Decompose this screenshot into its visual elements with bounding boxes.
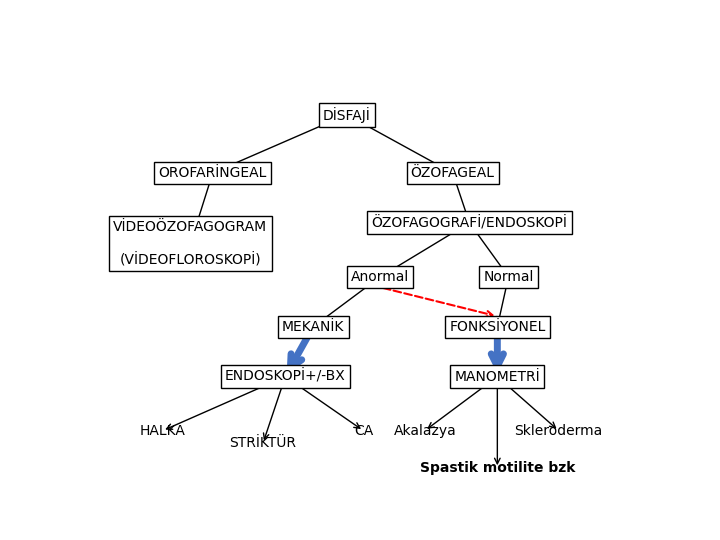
Text: ÖZOFAGOGRAFİ/ENDOSKOPİ: ÖZOFAGOGRAFİ/ENDOSKOPİ [372, 215, 567, 230]
Text: HALKA: HALKA [140, 424, 186, 438]
Text: CA: CA [354, 424, 373, 438]
Text: Anormal: Anormal [351, 270, 409, 284]
Text: STRİKTÜR: STRİKTÜR [230, 436, 297, 450]
Text: ÖZOFAGEAL: ÖZOFAGEAL [410, 166, 495, 180]
Text: Spastik motilite bzk: Spastik motilite bzk [420, 461, 575, 475]
Text: ENDOSKOPİ+/-BX: ENDOSKOPİ+/-BX [225, 369, 346, 384]
Text: Akalazya: Akalazya [393, 424, 456, 438]
Text: Skleroderma: Skleroderma [515, 424, 603, 438]
Text: DİSFAJİ: DİSFAJİ [323, 107, 371, 123]
Text: MANOMETRİ: MANOMETRİ [454, 370, 540, 383]
Text: VİDEOÖZOFAGOGRAM

(VİDEOFLOROSKOPİ): VİDEOÖZOFAGOGRAM (VİDEOFLOROSKOPİ) [113, 220, 268, 267]
Text: FONKSİYONEL: FONKSİYONEL [449, 320, 546, 334]
Text: MEKANİK: MEKANİK [282, 320, 344, 334]
Text: Normal: Normal [483, 270, 534, 284]
Text: OROFARİNGEAL: OROFARİNGEAL [158, 166, 267, 180]
